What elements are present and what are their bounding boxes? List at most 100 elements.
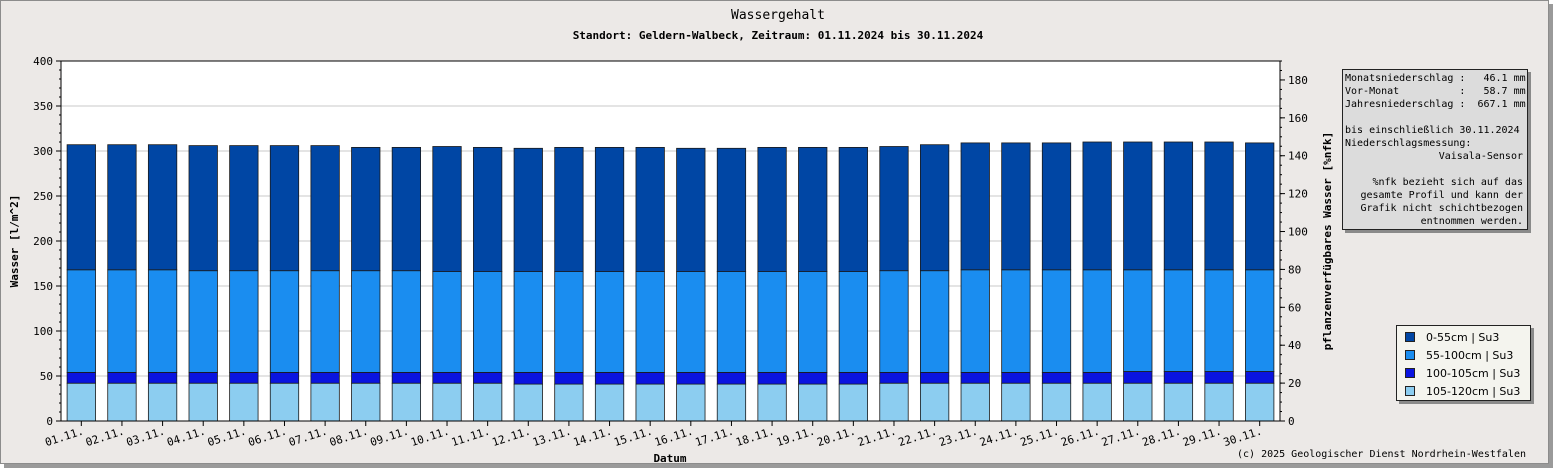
bar-segment <box>554 271 584 373</box>
bar-segment <box>432 382 462 422</box>
bar-segment <box>1123 382 1153 422</box>
copyright-text: (c) 2025 Geologischer Dienst Nordrhein-W… <box>1237 449 1526 460</box>
bar-segment <box>513 383 543 422</box>
info-until-date: bis einschließlich 30.11.2024 <box>1345 125 1520 136</box>
bar-segment <box>919 144 950 272</box>
bar-segment <box>798 271 828 373</box>
y-tick-label: 200 <box>33 235 53 248</box>
bar-segment <box>351 382 381 422</box>
legend-label: 100-105cm | Su3 <box>1426 366 1521 380</box>
x-tick-label: 04.11. <box>165 424 207 449</box>
legend: 0-55cm | Su3 55-100cm | Su3 100-105cm | … <box>1396 325 1531 401</box>
y-tick-label: 300 <box>33 145 53 158</box>
x-tick-label: 07.11. <box>287 424 329 449</box>
bar-segment <box>432 371 462 384</box>
bar-segment <box>635 383 665 422</box>
bar-segment <box>676 383 706 422</box>
y-tick-label: 150 <box>33 280 53 293</box>
bar-segment <box>919 371 950 384</box>
x-tick-label: 14.11. <box>572 424 614 449</box>
bar-segment <box>1163 382 1194 422</box>
bar-segment <box>1204 371 1234 384</box>
x-tick-label: 17.11. <box>694 424 736 449</box>
bar-segment <box>1245 371 1275 384</box>
bar-segment <box>1001 382 1031 422</box>
bar-segment <box>188 270 218 373</box>
bar-segment <box>1082 382 1112 422</box>
bar-segment <box>147 269 178 373</box>
info-sensor: Vaisala-Sensor <box>1438 151 1523 162</box>
bar-segment <box>798 383 828 422</box>
bar-segment <box>513 371 543 385</box>
bar-segment <box>879 382 909 422</box>
bar-segment <box>716 147 747 273</box>
bar-segment <box>960 371 990 384</box>
bar-segment <box>1204 382 1234 422</box>
bar-segment <box>1204 141 1234 271</box>
bar-segment <box>473 146 503 272</box>
x-tick-label: 03.11. <box>125 424 167 449</box>
bar-segment <box>676 147 706 273</box>
y2-tick-label: 140 <box>1288 150 1308 163</box>
x-tick-label: 13.11. <box>531 424 573 449</box>
bar-segment <box>798 146 828 272</box>
x-tick-label: 11.11. <box>450 424 492 449</box>
bar-segment <box>757 271 787 373</box>
bar-segment <box>147 371 178 384</box>
legend-label: 0-55cm | Su3 <box>1426 330 1500 344</box>
x-tick-label: 28.11. <box>1141 424 1183 449</box>
legend-item-105-120: 105-120cm | Su3 <box>1405 384 1520 398</box>
bar-segment <box>1041 142 1072 271</box>
bar-segment <box>1245 142 1275 271</box>
bar-segment <box>716 271 747 373</box>
bar-segment <box>1204 269 1234 372</box>
bar-segment <box>66 371 96 384</box>
bar-segment <box>513 147 543 273</box>
x-tick-label: 06.11. <box>247 424 289 449</box>
bar-segment <box>432 271 462 373</box>
legend-swatch <box>1405 368 1415 378</box>
bar-segment <box>66 382 96 422</box>
bar-segment <box>594 146 625 272</box>
bar-segment <box>1041 269 1072 373</box>
y-tick-label: 350 <box>33 100 53 113</box>
bar-segment <box>919 382 950 422</box>
bar-segment <box>716 383 747 422</box>
bar-segment <box>1123 371 1153 384</box>
bar-segment <box>188 145 218 272</box>
legend-item-100-105: 100-105cm | Su3 <box>1405 366 1520 380</box>
bar-segment <box>107 144 137 271</box>
info-monthly-precip: Monatsniederschlag : 46.1 mm <box>1345 73 1526 84</box>
x-tick-label: 24.11. <box>978 424 1020 449</box>
bar-segment <box>188 382 218 422</box>
bar-segment <box>269 145 300 272</box>
bar-segment <box>594 271 625 373</box>
bar-segment <box>229 382 259 422</box>
x-tick-label: 01.11. <box>43 424 85 449</box>
bar-segment <box>1001 269 1031 373</box>
bar-segment <box>635 271 665 373</box>
bar-segment <box>310 145 340 272</box>
x-tick-label: 10.11. <box>409 424 451 449</box>
legend-item-0-55: 0-55cm | Su3 <box>1405 330 1499 344</box>
bar-segment <box>391 382 422 422</box>
bar-segment <box>635 371 665 385</box>
bar-segment <box>838 371 868 385</box>
bar-segment <box>798 371 828 385</box>
bar-segment <box>513 271 543 373</box>
info-note-4: entnommen werden. <box>1420 216 1523 227</box>
plot-area: 0 50 100 150 200 250 300 350 400 0 20 40 60 80 100 120 1… <box>33 55 1308 449</box>
bar-segment <box>1163 371 1194 384</box>
bar-segment <box>107 269 137 373</box>
bar-segment <box>554 383 584 422</box>
x-tick-label: 20.11. <box>815 424 857 449</box>
bar-segment <box>960 382 990 422</box>
bar-segment <box>269 371 300 384</box>
bar-segment <box>960 269 990 373</box>
y-tick-label: 100 <box>33 325 53 338</box>
bar-segment <box>757 146 787 272</box>
bar-segment <box>716 371 747 385</box>
bar-segment <box>879 146 909 272</box>
bar-segment <box>960 142 990 271</box>
